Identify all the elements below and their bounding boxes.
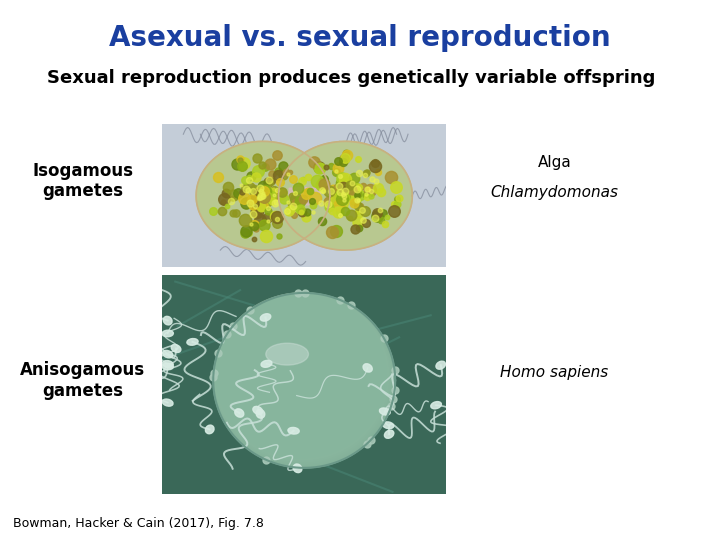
Bar (162, 163, 446, 167)
Polygon shape (214, 293, 392, 465)
Bar (162, 205, 446, 210)
Text: Isogamous
gametes: Isogamous gametes (32, 161, 133, 200)
Ellipse shape (162, 363, 174, 370)
Ellipse shape (253, 407, 263, 414)
Bar (162, 143, 446, 148)
Ellipse shape (205, 425, 214, 434)
Text: Asexual vs. sexual reproduction: Asexual vs. sexual reproduction (109, 24, 611, 52)
Polygon shape (213, 293, 395, 468)
Polygon shape (214, 293, 391, 463)
Bar (162, 258, 446, 262)
Text: Homo sapiens: Homo sapiens (500, 365, 608, 380)
Text: Chlamydomonas: Chlamydomonas (490, 185, 618, 200)
Bar (162, 186, 446, 191)
Bar (162, 234, 446, 239)
Text: Sexual reproduction produces genetically variable offspring: Sexual reproduction produces genetically… (47, 69, 655, 87)
Polygon shape (215, 293, 390, 461)
Polygon shape (213, 293, 395, 468)
Polygon shape (215, 293, 390, 462)
Ellipse shape (162, 330, 174, 337)
Polygon shape (215, 293, 389, 460)
Ellipse shape (379, 408, 390, 415)
Ellipse shape (363, 364, 372, 372)
Bar (162, 172, 446, 177)
Polygon shape (213, 293, 395, 468)
Bar (162, 248, 446, 253)
Bar (162, 177, 446, 181)
Polygon shape (214, 293, 392, 464)
Bar (162, 153, 446, 158)
Bar (162, 181, 446, 186)
Ellipse shape (162, 399, 173, 406)
Ellipse shape (162, 361, 174, 367)
Ellipse shape (235, 409, 244, 417)
Polygon shape (214, 293, 392, 463)
Ellipse shape (256, 409, 265, 418)
Ellipse shape (383, 422, 394, 429)
Bar (162, 124, 446, 129)
Ellipse shape (431, 402, 441, 409)
Text: Bowman, Hacker & Cain (2017), Fig. 7.8: Bowman, Hacker & Cain (2017), Fig. 7.8 (13, 517, 264, 530)
Bar (162, 229, 446, 234)
Bar (162, 167, 446, 172)
Ellipse shape (163, 350, 173, 358)
Bar (162, 215, 446, 220)
Bar (162, 200, 446, 205)
Ellipse shape (171, 345, 181, 353)
Polygon shape (215, 293, 390, 462)
Polygon shape (279, 141, 413, 250)
Polygon shape (215, 293, 391, 463)
Bar (162, 262, 446, 267)
Bar (162, 129, 446, 134)
Ellipse shape (288, 428, 300, 434)
Bar (162, 195, 446, 200)
Polygon shape (215, 293, 389, 461)
Ellipse shape (436, 361, 446, 369)
Polygon shape (214, 293, 393, 465)
Ellipse shape (187, 339, 198, 345)
Polygon shape (196, 141, 330, 250)
Polygon shape (213, 293, 394, 467)
Ellipse shape (163, 316, 172, 325)
Bar (162, 191, 446, 195)
Ellipse shape (261, 314, 271, 321)
Bar (162, 253, 446, 258)
Bar (162, 210, 446, 215)
Bar (162, 138, 446, 143)
Ellipse shape (293, 464, 302, 472)
Bar (162, 220, 446, 225)
Ellipse shape (384, 430, 394, 438)
Bar (162, 148, 446, 153)
Bar (162, 134, 446, 138)
Bar (162, 158, 446, 163)
Text: Alga: Alga (538, 155, 571, 170)
Text: Anisogamous
gametes: Anisogamous gametes (20, 361, 145, 400)
Polygon shape (214, 293, 394, 466)
Polygon shape (213, 293, 395, 467)
Polygon shape (215, 293, 390, 461)
Ellipse shape (261, 360, 272, 367)
Polygon shape (215, 293, 388, 460)
Polygon shape (214, 293, 393, 465)
Bar (162, 244, 446, 248)
Bar (162, 225, 446, 229)
Ellipse shape (266, 343, 308, 365)
Bar (162, 239, 446, 244)
Polygon shape (214, 293, 392, 464)
